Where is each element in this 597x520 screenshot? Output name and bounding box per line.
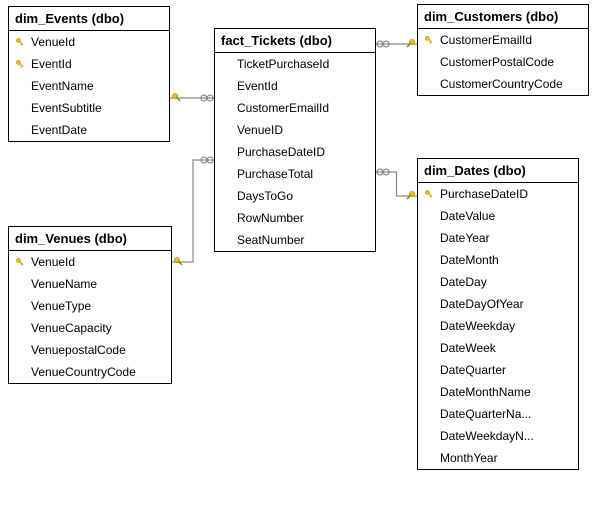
er-diagram-canvas: dim_Events (dbo) VenueId EventId EventName E…	[0, 0, 597, 520]
connector-end-key-icon	[174, 257, 182, 265]
column-name: DateDay	[438, 275, 574, 289]
column-name: CustomerCountryCode	[438, 77, 584, 91]
column-name: DateWeekdayN...	[438, 429, 574, 443]
table-column[interactable]: RowNumber	[215, 207, 375, 229]
table-column[interactable]: DateDay	[418, 271, 578, 293]
column-name: DateValue	[438, 209, 574, 223]
table-column[interactable]: CustomerEmailId	[215, 97, 375, 119]
column-name: DateMonthName	[438, 385, 574, 399]
table-column[interactable]: VenuepostalCode	[9, 339, 171, 361]
connector-end-many-icon	[377, 41, 389, 47]
table-column[interactable]: CustomerPostalCode	[418, 51, 588, 73]
table-fact_tickets[interactable]: fact_Tickets (dbo) TicketPurchaseId EventI…	[214, 28, 376, 252]
table-column[interactable]: MonthYear	[418, 447, 578, 469]
table-column[interactable]: EventName	[9, 75, 169, 97]
table-column[interactable]: PurchaseDateID	[215, 141, 375, 163]
column-name: CustomerPostalCode	[438, 55, 584, 69]
table-header[interactable]: fact_Tickets (dbo)	[215, 29, 375, 53]
table-column[interactable]: VenueCountryCode	[9, 361, 171, 383]
column-name: DateMonth	[438, 253, 574, 267]
column-name: VenueCountryCode	[29, 365, 167, 379]
table-column[interactable]: VenueCapacity	[9, 317, 171, 339]
table-column[interactable]: DateMonth	[418, 249, 578, 271]
table-column[interactable]: EventId	[215, 75, 375, 97]
column-name: EventSubtitle	[29, 101, 165, 115]
table-column[interactable]: DateWeekdayN...	[418, 425, 578, 447]
column-name: PurchaseTotal	[235, 167, 371, 181]
column-name: EventId	[29, 57, 165, 71]
column-name: PurchaseDateID	[235, 145, 371, 159]
column-name: DateYear	[438, 231, 574, 245]
column-name: EventId	[235, 79, 371, 93]
column-name: TicketPurchaseId	[235, 57, 371, 71]
table-header[interactable]: dim_Venues (dbo)	[9, 227, 171, 251]
primary-key-icon	[11, 256, 29, 268]
column-name: DateQuarterNa...	[438, 407, 574, 421]
connector-end-key-icon	[172, 93, 180, 101]
connector-end-many-icon	[201, 157, 213, 163]
table-column[interactable]: DateQuarterNa...	[418, 403, 578, 425]
table-column[interactable]: SeatNumber	[215, 229, 375, 251]
column-name: VenueCapacity	[29, 321, 167, 335]
table-column[interactable]: PurchaseTotal	[215, 163, 375, 185]
column-name: MonthYear	[438, 451, 574, 465]
column-name: RowNumber	[235, 211, 371, 225]
table-column[interactable]: VenueID	[215, 119, 375, 141]
primary-key-icon	[420, 34, 438, 46]
connector-end-key-icon	[407, 39, 415, 47]
column-name: VenuepostalCode	[29, 343, 167, 357]
table-header[interactable]: dim_Events (dbo)	[9, 7, 169, 31]
column-name: VenueID	[235, 123, 371, 137]
table-column[interactable]: DateMonthName	[418, 381, 578, 403]
table-dim_customers[interactable]: dim_Customers (dbo) CustomerEmailId Custom…	[417, 4, 589, 96]
table-column[interactable]: DateYear	[418, 227, 578, 249]
table-column[interactable]: EventDate	[9, 119, 169, 141]
table-column[interactable]: CustomerCountryCode	[418, 73, 588, 95]
column-name: SeatNumber	[235, 233, 371, 247]
table-column[interactable]: TicketPurchaseId	[215, 53, 375, 75]
table-column[interactable]: EventId	[9, 53, 169, 75]
column-name: PurchaseDateID	[438, 187, 574, 201]
table-column[interactable]: CustomerEmailId	[418, 29, 588, 51]
table-column[interactable]: VenueId	[9, 31, 169, 53]
connector-line	[376, 172, 417, 196]
primary-key-icon	[420, 188, 438, 200]
connector-end-many-icon	[201, 95, 213, 101]
primary-key-icon	[11, 36, 29, 48]
connector-end-key-icon	[407, 191, 415, 199]
column-name: DaysToGo	[235, 189, 371, 203]
table-column[interactable]: EventSubtitle	[9, 97, 169, 119]
table-column[interactable]: DateDayOfYear	[418, 293, 578, 315]
connector-line	[172, 160, 214, 262]
table-dim_events[interactable]: dim_Events (dbo) VenueId EventId EventName E…	[8, 6, 170, 142]
connector-end-many-icon	[377, 169, 389, 175]
column-name: VenueType	[29, 299, 167, 313]
column-name: VenueId	[29, 255, 167, 269]
table-column[interactable]: VenueType	[9, 295, 171, 317]
column-name: DateQuarter	[438, 363, 574, 377]
column-name: EventDate	[29, 123, 165, 137]
column-name: DateWeekday	[438, 319, 574, 333]
table-column[interactable]: DateQuarter	[418, 359, 578, 381]
table-column[interactable]: VenueName	[9, 273, 171, 295]
table-column[interactable]: DateWeek	[418, 337, 578, 359]
primary-key-icon	[11, 58, 29, 70]
column-name: VenueName	[29, 277, 167, 291]
table-column[interactable]: DateWeekday	[418, 315, 578, 337]
table-header[interactable]: dim_Dates (dbo)	[418, 159, 578, 183]
column-name: EventName	[29, 79, 165, 93]
table-column[interactable]: PurchaseDateID	[418, 183, 578, 205]
column-name: CustomerEmailId	[438, 33, 584, 47]
column-name: DateDayOfYear	[438, 297, 574, 311]
table-column[interactable]: DateValue	[418, 205, 578, 227]
table-dim_venues[interactable]: dim_Venues (dbo) VenueId VenueName VenueTyp…	[8, 226, 172, 384]
table-dim_dates[interactable]: dim_Dates (dbo) PurchaseDateID DateValue Da…	[417, 158, 579, 470]
table-column[interactable]: VenueId	[9, 251, 171, 273]
column-name: DateWeek	[438, 341, 574, 355]
table-column[interactable]: DaysToGo	[215, 185, 375, 207]
column-name: CustomerEmailId	[235, 101, 371, 115]
column-name: VenueId	[29, 35, 165, 49]
table-header[interactable]: dim_Customers (dbo)	[418, 5, 588, 29]
